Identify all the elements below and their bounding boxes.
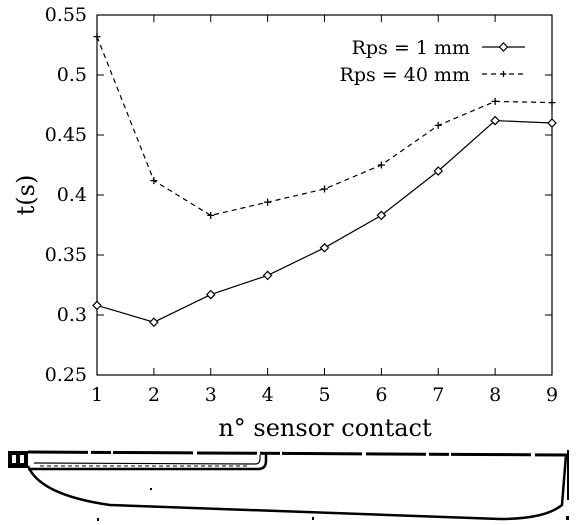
series-line-1 (96, 119, 553, 323)
y-tick-label: 0.5 (57, 64, 87, 86)
y-tick-label: 0.25 (45, 364, 87, 386)
legend: Rps = 1 mm Rps = 40 mm (340, 37, 525, 86)
y-tick-label: 0.3 (57, 304, 87, 326)
data-point-diamond (490, 115, 500, 126)
data-point-diamond (149, 317, 159, 328)
x-tick-label: 5 (318, 384, 330, 406)
data-point-diamond (319, 242, 330, 253)
data-point-diamond (433, 166, 444, 176)
x-tick-label: 9 (546, 384, 558, 406)
data-point-diamond (547, 118, 557, 128)
legend-label-series-2: Rps = 40 mm (340, 64, 470, 86)
data-point-diamond (376, 210, 387, 221)
x-tick-label: 1 (91, 384, 103, 406)
y-tick-label: 0.4 (57, 184, 87, 206)
legend-marker-series-2 (500, 71, 507, 77)
sensor-probe-icon (8, 450, 569, 521)
x-tick-label: 6 (375, 384, 387, 406)
legend-marker-series-1 (498, 42, 509, 52)
data-point-plus (264, 198, 272, 206)
data-point-plus (321, 185, 328, 193)
data-point-plus (207, 211, 215, 219)
data-point-plus (377, 161, 385, 169)
x-axis: 1 2 3 4 5 6 7 8 9 (91, 15, 558, 406)
y-axis: 0.25 0.3 0.35 0.4 0.45 0.5 0.55 (45, 4, 552, 386)
x-tick-label: 7 (432, 384, 444, 406)
y-tick-label: 0.35 (45, 244, 87, 266)
data-point-diamond (92, 300, 102, 311)
y-tick-label: 0.45 (45, 124, 87, 146)
y-axis-title: t(s) (12, 175, 40, 216)
data-point-diamond (205, 289, 216, 300)
x-tick-label: 3 (205, 384, 217, 406)
x-tick-label: 8 (489, 384, 501, 406)
data-point-plus (93, 33, 101, 41)
y-tick-label: 0.55 (45, 4, 87, 26)
legend-label-series-1: Rps = 1 mm (352, 37, 470, 59)
data-point-plus (548, 99, 556, 107)
data-point-plus (150, 177, 158, 185)
x-tick-label: 4 (262, 384, 274, 406)
data-point-plus (434, 121, 442, 129)
data-point-diamond (262, 270, 273, 281)
series-layer (92, 33, 557, 328)
data-point-plus (491, 97, 499, 105)
x-axis-title: n° sensor contact (218, 414, 432, 442)
x-tick-label: 2 (148, 384, 160, 406)
plot-frame (96, 14, 553, 376)
